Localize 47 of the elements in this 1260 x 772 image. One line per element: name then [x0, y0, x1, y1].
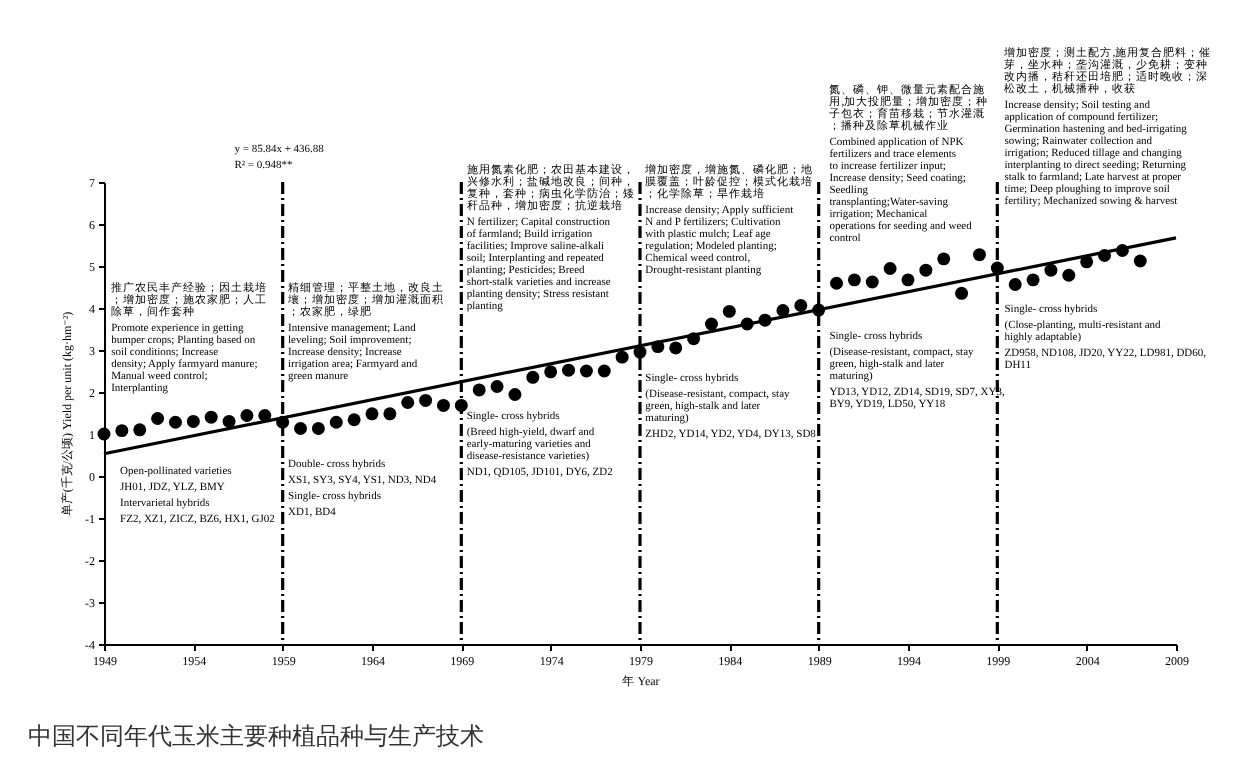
point: [240, 409, 254, 422]
point: [1026, 273, 1040, 287]
point: [383, 407, 397, 421]
point: [562, 363, 576, 377]
point: [544, 365, 558, 379]
point: [847, 273, 861, 287]
point: [401, 396, 415, 409]
point: [972, 248, 986, 262]
point: [133, 423, 147, 437]
point: [329, 415, 343, 429]
point: [794, 299, 808, 312]
point: [579, 364, 593, 378]
point: [1008, 278, 1022, 291]
point: [955, 286, 969, 300]
text: 中国不同年代玉米主要种植品种与生产技术: [28, 722, 484, 750]
point: [508, 388, 522, 401]
point: [490, 380, 504, 394]
point: [1062, 268, 1076, 282]
point: [1044, 263, 1058, 277]
point: [311, 422, 325, 436]
point: [347, 413, 361, 427]
point: [436, 398, 450, 412]
point: [919, 263, 933, 277]
point: [472, 383, 486, 397]
point: [704, 317, 718, 331]
point: [597, 364, 611, 378]
point: [168, 415, 182, 429]
point: [722, 304, 736, 318]
point: [97, 427, 111, 441]
point: [937, 252, 951, 266]
point: [830, 276, 844, 290]
point: [615, 350, 629, 364]
point: [419, 393, 433, 407]
point: [151, 411, 165, 425]
point: [204, 410, 218, 424]
point: [776, 304, 790, 317]
point: [294, 422, 308, 436]
point: [186, 414, 200, 428]
point: [883, 262, 897, 275]
point: [115, 424, 129, 438]
point: [526, 370, 540, 384]
point: [901, 273, 915, 287]
point: [222, 414, 236, 428]
point: [365, 407, 379, 421]
point: [865, 275, 879, 289]
point: [669, 341, 683, 355]
point: [1133, 254, 1147, 268]
